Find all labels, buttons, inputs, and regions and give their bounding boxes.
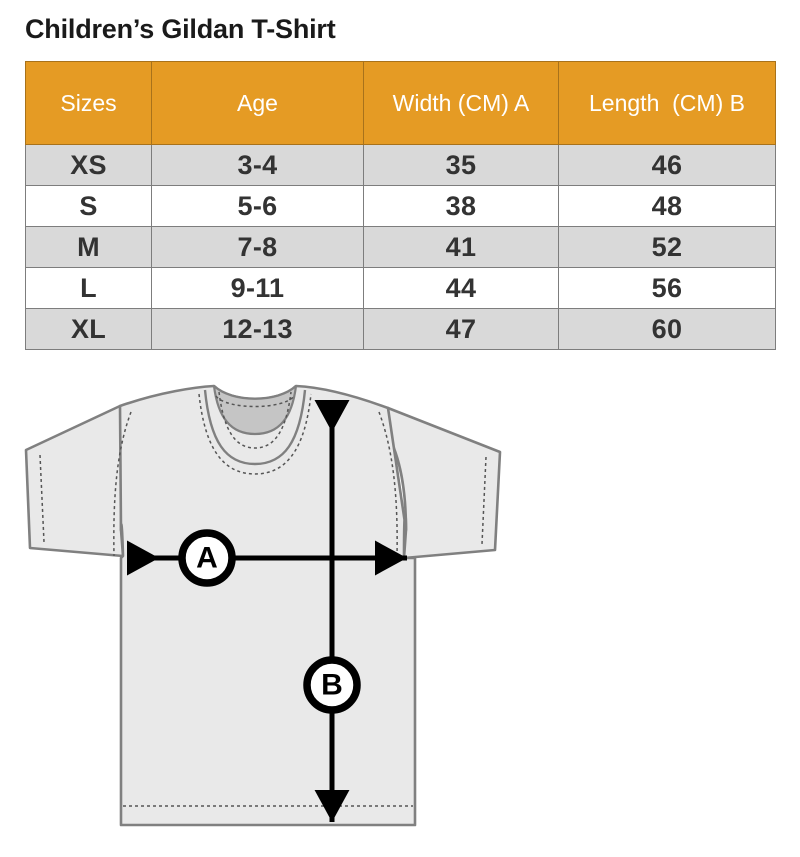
- cell-length: 56: [558, 267, 776, 309]
- column-header-length: Length (CM) B: [558, 61, 776, 145]
- left-armhole-stitch: [113, 411, 132, 557]
- cell-width: 35: [363, 144, 559, 186]
- cell-length: 60: [558, 308, 776, 350]
- table-row: XS 3-4 35 46: [25, 144, 776, 186]
- cell-age: 5-6: [151, 185, 364, 227]
- column-header-width: Width (CM) A: [363, 61, 559, 145]
- cell-size: M: [25, 226, 152, 268]
- table-row: M 7-8 41 52: [25, 226, 776, 268]
- width-measurement-arrow: A: [127, 529, 407, 587]
- cell-age: 3-4: [151, 144, 364, 186]
- length-measurement-arrow: B: [303, 400, 361, 822]
- table-row: XL 12-13 47 60: [25, 308, 776, 350]
- cell-length: 52: [558, 226, 776, 268]
- cell-size: XL: [25, 308, 152, 350]
- table-header-row: Sizes Age Width (CM) A Length (CM) B: [25, 61, 776, 145]
- cell-size: XS: [25, 144, 152, 186]
- collar-band: [203, 389, 307, 466]
- shirt-silhouette: [24, 384, 502, 827]
- cell-size: L: [25, 267, 152, 309]
- left-cuff-stitch: [39, 454, 45, 543]
- label-circle-b: [303, 656, 361, 714]
- cell-age: 12-13: [151, 308, 364, 350]
- cell-width: 38: [363, 185, 559, 227]
- collar-inner: [212, 384, 298, 436]
- cell-age: 7-8: [151, 226, 364, 268]
- cell-age: 9-11: [151, 267, 364, 309]
- column-header-sizes: Sizes: [25, 61, 152, 145]
- right-cuff-stitch: [481, 456, 487, 545]
- cell-width: 44: [363, 267, 559, 309]
- length-label-b: B: [321, 669, 343, 702]
- cell-length: 48: [558, 185, 776, 227]
- column-header-age: Age: [151, 61, 364, 145]
- collar-stitch-inner: [218, 391, 292, 449]
- width-label-a: A: [196, 542, 218, 575]
- collar-stitch-outer: [198, 393, 312, 475]
- shirt-body: [118, 384, 417, 827]
- cell-width: 47: [363, 308, 559, 350]
- cell-width: 41: [363, 226, 559, 268]
- cell-size: S: [25, 185, 152, 227]
- label-circle-a: [178, 529, 236, 587]
- cell-length: 46: [558, 144, 776, 186]
- table-row: L 9-11 44 56: [25, 267, 776, 309]
- page-title: Children’s Gildan T-Shirt: [25, 14, 336, 44]
- t-shirt-measurement-diagram: A B: [0, 370, 560, 850]
- size-chart-table: Sizes Age Width (CM) A Length (CM) B XS …: [25, 61, 776, 350]
- table-row: S 5-6 38 48: [25, 185, 776, 227]
- right-armhole-stitch: [378, 411, 398, 557]
